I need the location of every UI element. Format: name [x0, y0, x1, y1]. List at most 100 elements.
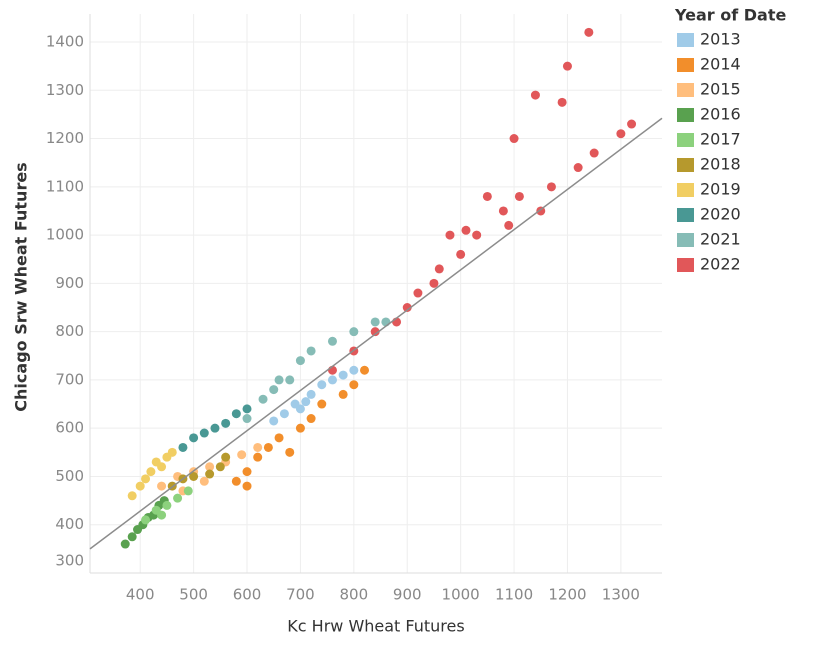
- y-tick-label: 800: [55, 322, 84, 340]
- point: [242, 414, 252, 424]
- legend-label: 2013: [700, 30, 741, 49]
- legend-swatch: [677, 108, 694, 122]
- legend-label: 2020: [700, 205, 741, 224]
- point: [205, 469, 215, 479]
- point: [306, 346, 316, 356]
- point: [120, 539, 130, 549]
- point: [616, 129, 626, 139]
- point: [157, 481, 167, 491]
- legend-label: 2017: [700, 130, 741, 149]
- point: [370, 327, 380, 337]
- legend-swatch: [677, 233, 694, 247]
- legend-label: 2019: [700, 180, 741, 199]
- x-tick-label: 700: [286, 586, 315, 604]
- point: [472, 230, 482, 240]
- point: [530, 90, 540, 100]
- point: [269, 416, 279, 426]
- y-tick-label: 300: [55, 552, 84, 570]
- x-tick-label: 400: [126, 586, 155, 604]
- point: [338, 389, 348, 399]
- legend-label: 2015: [700, 80, 741, 99]
- point: [221, 452, 231, 462]
- point: [215, 462, 225, 472]
- point: [498, 206, 508, 216]
- point: [127, 491, 137, 501]
- point: [562, 61, 572, 71]
- y-tick-label: 1300: [46, 81, 84, 99]
- legend-label: 2016: [700, 105, 741, 124]
- point: [360, 365, 370, 375]
- x-tick-label: 1200: [548, 586, 586, 604]
- point: [205, 462, 215, 472]
- y-tick-label: 1200: [46, 129, 84, 147]
- y-tick-label: 1100: [46, 177, 84, 195]
- legend-swatch: [677, 208, 694, 222]
- point: [584, 27, 594, 37]
- point: [317, 380, 327, 390]
- point: [546, 182, 556, 192]
- point: [263, 442, 273, 452]
- point: [141, 474, 151, 484]
- point: [157, 510, 167, 520]
- point: [167, 447, 177, 457]
- legend-swatch: [677, 158, 694, 172]
- y-tick-label: 400: [55, 515, 84, 533]
- point: [413, 288, 423, 298]
- point: [317, 399, 327, 409]
- point: [189, 471, 199, 481]
- point: [429, 278, 439, 288]
- point: [482, 191, 492, 201]
- point: [295, 404, 305, 414]
- point: [231, 409, 241, 419]
- legend-swatch: [677, 83, 694, 97]
- point: [301, 397, 311, 407]
- point: [237, 450, 247, 460]
- point: [135, 481, 145, 491]
- point: [381, 317, 391, 327]
- point: [221, 418, 231, 428]
- x-tick-label: 500: [179, 586, 208, 604]
- point: [514, 191, 524, 201]
- y-tick-label: 600: [55, 419, 84, 437]
- legend-label: 2014: [700, 55, 741, 74]
- y-tick-label: 900: [55, 274, 84, 292]
- point: [253, 442, 263, 452]
- y-axis-title: Chicago Srw Wheat Futures: [12, 162, 31, 411]
- y-tick-label: 700: [55, 370, 84, 388]
- point: [178, 442, 188, 452]
- point: [253, 452, 263, 462]
- point: [285, 447, 295, 457]
- point: [146, 467, 156, 477]
- y-tick-label: 1400: [46, 32, 84, 50]
- point: [210, 423, 220, 433]
- x-tick-label: 900: [393, 586, 422, 604]
- point: [557, 97, 567, 107]
- point: [627, 119, 637, 129]
- point: [445, 230, 455, 240]
- point: [327, 336, 337, 346]
- point: [189, 433, 199, 443]
- legend-swatch: [677, 183, 694, 197]
- point: [456, 249, 466, 259]
- x-tick-label: 600: [233, 586, 262, 604]
- point: [370, 317, 380, 327]
- point: [295, 423, 305, 433]
- legend-label: 2021: [700, 230, 741, 249]
- point: [589, 148, 599, 158]
- point: [306, 414, 316, 424]
- point: [242, 467, 252, 477]
- point: [274, 375, 284, 385]
- point: [242, 481, 252, 491]
- legend-swatch: [677, 58, 694, 72]
- legend-label: 2018: [700, 155, 741, 174]
- point: [242, 404, 252, 414]
- point: [199, 428, 209, 438]
- trend-line: [89, 117, 663, 550]
- point: [157, 462, 167, 472]
- y-tick-label: 500: [55, 467, 84, 485]
- point: [306, 389, 316, 399]
- x-tick-label: 1300: [602, 586, 640, 604]
- point: [258, 394, 268, 404]
- y-tick-label: 1000: [46, 226, 84, 244]
